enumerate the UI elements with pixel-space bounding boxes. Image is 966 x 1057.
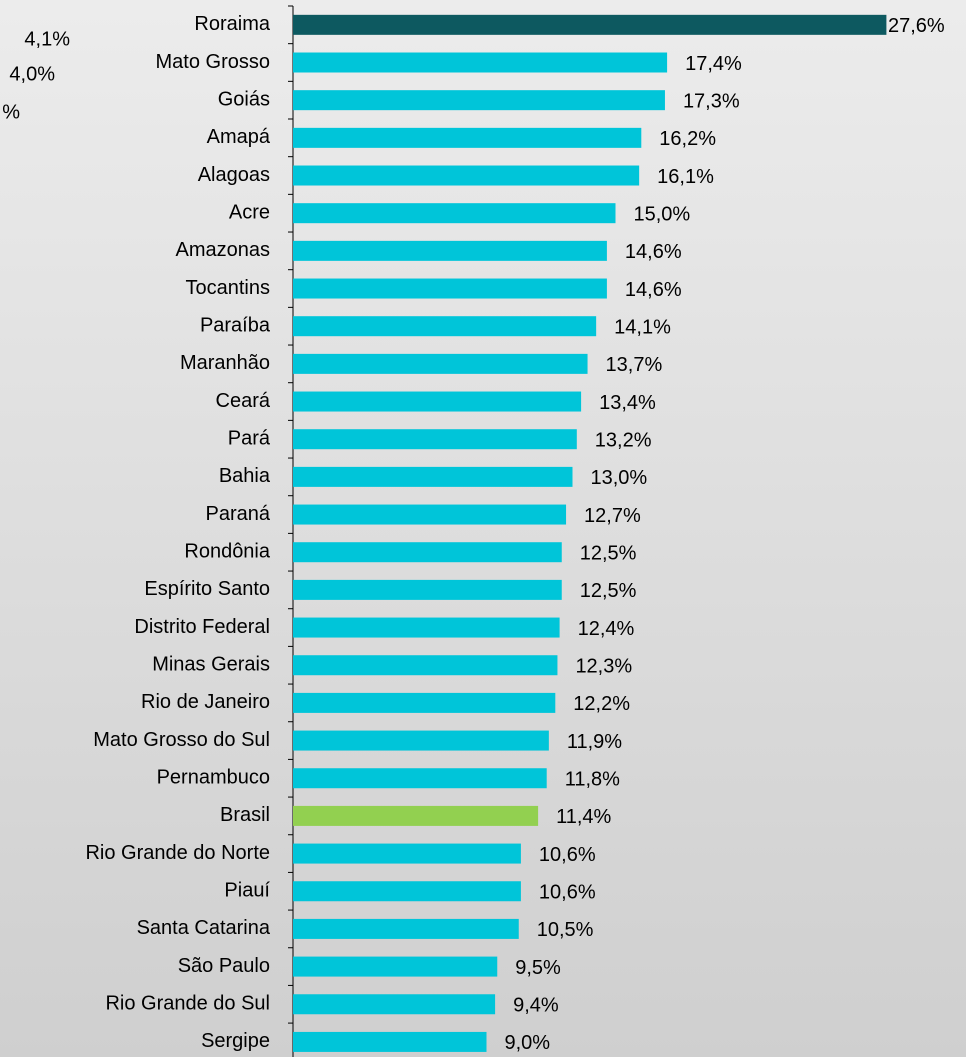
value-label: 17,4% (685, 53, 742, 75)
y-tick-label: Maranhão (180, 352, 270, 374)
value-label: 11,9% (567, 731, 622, 753)
y-tick-label: Rio Grande do Sul (105, 993, 270, 1015)
value-label: 10,6% (539, 844, 596, 866)
value-label: 12,5% (580, 542, 637, 564)
value-label: 12,5% (580, 580, 637, 602)
y-tick-label: Santa Catarina (137, 917, 271, 939)
value-label: 14,1% (614, 316, 671, 338)
value-label: 16,2% (659, 128, 716, 150)
y-tick-label: Rio de Janeiro (141, 691, 270, 713)
value-label: 13,0% (591, 467, 648, 489)
bar (293, 881, 521, 902)
y-tick-label: Distrito Federal (134, 616, 270, 638)
y-tick-label: Mato Grosso do Sul (93, 729, 270, 751)
y-tick-label: Ceará (216, 390, 271, 412)
bar (293, 90, 665, 111)
value-label: 11,8% (565, 769, 620, 791)
value-label: 16,1% (657, 166, 714, 188)
y-tick-label: Sergipe (201, 1030, 270, 1052)
bar (293, 127, 642, 148)
bar (293, 165, 640, 186)
y-tick-label: Minas Gerais (152, 654, 270, 676)
bar (293, 353, 588, 374)
bar (293, 805, 539, 826)
y-tick-label: Brasil (220, 804, 270, 826)
y-tick-label: Rio Grande do Norte (85, 842, 270, 864)
value-label: 15,0% (634, 203, 691, 225)
bar (293, 504, 567, 525)
value-label: 17,3% (683, 90, 740, 112)
bar (293, 278, 607, 299)
bar (293, 240, 607, 261)
bar (293, 655, 558, 676)
bar (293, 730, 549, 751)
value-label: 13,4% (599, 392, 656, 414)
bar (293, 918, 519, 939)
value-label: 9,5% (515, 957, 561, 979)
y-tick-label: Tocantins (186, 277, 271, 299)
value-label: 13,2% (595, 429, 652, 451)
bar (293, 466, 573, 487)
value-label: 12,3% (575, 656, 632, 678)
bar (293, 52, 668, 73)
bar (293, 768, 547, 789)
y-tick-label: Pernambuco (157, 767, 270, 789)
value-label: 10,6% (539, 882, 596, 904)
value-label: 27,6% (888, 15, 945, 37)
bar (293, 579, 562, 600)
value-label: 13,7% (606, 354, 663, 376)
y-tick-label: Mato Grosso (156, 51, 270, 73)
bar (293, 391, 582, 412)
y-tick-label: Rondônia (184, 540, 271, 562)
y-tick-label: Amapá (207, 126, 271, 148)
bar (293, 843, 521, 864)
value-label: 12,4% (578, 618, 635, 640)
y-tick-label: Espírito Santo (144, 578, 270, 600)
value-label: 11,4% (556, 806, 611, 828)
bar (293, 316, 597, 337)
y-tick-label: São Paulo (178, 955, 270, 977)
bar (293, 542, 562, 563)
value-label: 9,0% (505, 1032, 551, 1054)
bar (293, 617, 560, 638)
y-tick-label: Goiás (218, 88, 270, 110)
value-label: 10,5% (537, 919, 594, 941)
bar (293, 1031, 487, 1052)
value-label: 12,2% (573, 693, 630, 715)
y-tick-label: Alagoas (198, 164, 270, 186)
bar (293, 956, 498, 977)
value-label: 14,6% (625, 241, 682, 263)
value-label: 14,6% (625, 279, 682, 301)
annotation: 4,1% (24, 28, 70, 50)
y-tick-label: Paraná (206, 503, 271, 525)
y-tick-label: Bahia (219, 465, 271, 487)
annotation: 4,0% (9, 63, 55, 85)
y-tick-label: Amazonas (176, 239, 271, 261)
bar (293, 994, 496, 1015)
y-tick-label: Paraíba (200, 314, 271, 336)
bar (293, 14, 887, 35)
bar (293, 429, 577, 450)
y-tick-label: Roraima (194, 13, 270, 35)
bar (293, 692, 556, 713)
bar (293, 203, 616, 224)
value-label: 9,4% (513, 995, 559, 1017)
y-tick-label: Pará (228, 427, 271, 449)
annotation: % (2, 101, 20, 123)
y-tick-label: Acre (229, 201, 270, 223)
y-tick-label: Piauí (224, 880, 270, 902)
value-label: 12,7% (584, 505, 641, 527)
